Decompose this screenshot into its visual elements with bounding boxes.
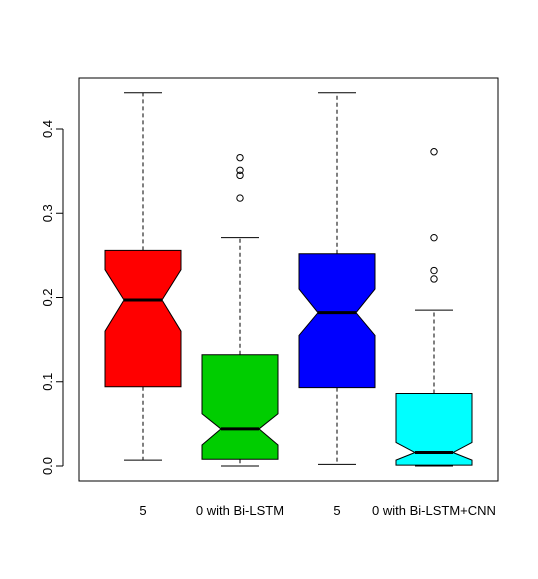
outlier-point	[430, 266, 438, 275]
x-tick-label: 0 with Bi-LSTM	[196, 503, 284, 518]
outlier-point	[236, 194, 244, 202]
x-tick-label: 0 with Bi-LSTM+CNN	[372, 503, 496, 518]
y-tick-label: 0.1	[40, 373, 55, 391]
x-axis-labels: 5 0 with Bi-LSTM 5 0 with Bi-LSTM+CNN	[139, 503, 496, 518]
x-tick-label: 5	[333, 503, 340, 518]
y-tick-label: 0.2	[40, 288, 55, 306]
boxes	[104, 92, 473, 467]
y-tick-label: 0.4	[40, 120, 55, 138]
plot-frame	[78, 77, 499, 482]
y-tick-label: 0.0	[40, 457, 55, 475]
x-tick-label: 5	[139, 503, 146, 518]
outlier-point	[236, 171, 244, 180]
outlier-point	[430, 275, 438, 283]
outlier-point	[430, 148, 438, 156]
box-group	[395, 148, 473, 467]
outlier-point	[236, 153, 244, 162]
outlier-point	[236, 166, 244, 174]
outlier-point	[430, 233, 438, 242]
y-tick-label: 0.3	[40, 204, 55, 222]
box-group	[298, 92, 376, 465]
notched-box	[298, 253, 376, 389]
notched-box	[395, 393, 473, 466]
box-group	[104, 92, 182, 461]
y-axis: 0.0 0.1 0.2 0.3 0.4	[40, 120, 64, 475]
notched-box	[201, 354, 279, 460]
notched-box	[104, 249, 182, 388]
box-group	[201, 153, 279, 467]
